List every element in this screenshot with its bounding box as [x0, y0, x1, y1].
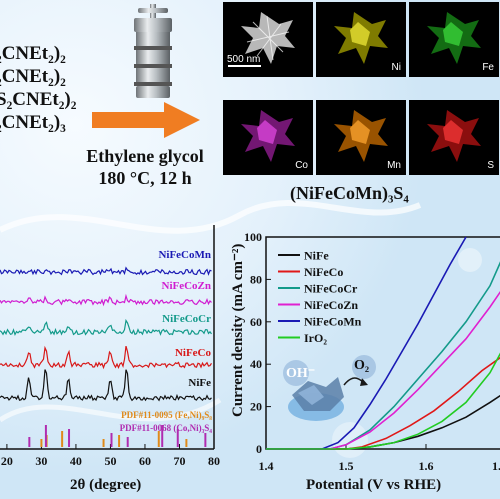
xrd-series-label-nifecocr: NiFeCoCr — [162, 313, 211, 325]
catalyst-inset — [283, 355, 376, 421]
lsv-plot-frame — [265, 236, 500, 450]
eds-panel-mn: Mn — [316, 100, 406, 175]
xrd-x-tick-label: 20 — [1, 454, 13, 465]
xrd-x-tick-label: 40 — [70, 454, 82, 465]
solvent-label: Ethylene glycol — [86, 146, 204, 166]
precursor-1: ₂CNEt₂)₂ — [0, 43, 66, 64]
lsv-curve-nifecocr — [266, 250, 500, 449]
lsv-x-tick-label: 1.4 — [259, 459, 274, 473]
precursor-3: S₂CNEt₂)₂ — [0, 89, 77, 110]
xrd-pattern-nifeco — [0, 345, 213, 370]
fe-map — [427, 12, 481, 64]
ni-map — [334, 12, 388, 64]
lsv-curve-nifecomn — [266, 237, 466, 449]
eds-panel-ni: Ni — [316, 2, 406, 77]
lsv-legend-label-nifecomn: NiFeCoMn — [304, 315, 362, 329]
xrd-pattern-nife — [0, 369, 212, 402]
lsv-y-tick-label: 40 — [250, 357, 262, 371]
xrd-x-tick-label: 70 — [173, 454, 185, 465]
xrd-series-label-nifeco: NiFeCo — [175, 347, 212, 359]
xrd-x-tick-label: 80 — [208, 454, 220, 465]
eds-panel-fe: Fe — [409, 2, 499, 77]
precursor-list: ₂CNEt₂)₂ ₂CNEt₂)₂ S₂CNEt₂)₂ ₂CNEt₂)₃ — [0, 42, 76, 134]
xrd-pattern-nifecomn — [0, 266, 212, 276]
eds-label-ni: Ni — [391, 62, 401, 73]
lsv-y-tick-label: 60 — [250, 315, 262, 329]
xrd-series-label-nifecozn: NiFeCoZn — [162, 280, 212, 292]
lsv-legend-label-nifecozn: NiFeCoZn — [304, 298, 358, 312]
eds-label-s: S — [487, 160, 494, 171]
lsv-x-axis-title: Potential (V vs RHE) — [306, 477, 442, 493]
eds-panel-sem: 500 nm — [223, 2, 313, 77]
scale-bar-label: 500 nm — [227, 54, 261, 65]
lsv-legend-label-nife: NiFe — [304, 249, 329, 263]
s-map — [427, 110, 481, 162]
lsv-x-tick-label: 1. — [492, 459, 500, 473]
lsv-y-tick-label: 80 — [250, 272, 262, 286]
lsv-chart: 0 20 40 60 80 100 1.4 1.5 1.6 1. NiFe NiFeCo NiFeCo… — [244, 230, 500, 473]
co-map — [241, 110, 295, 162]
xrd-series-label-nife: NiFe — [188, 377, 211, 389]
hydroxide-label: OH⁻ — [286, 366, 315, 381]
eds-panel-s: S — [409, 100, 499, 175]
lsv-y-axis-title: Current density (mA cm⁻²) — [230, 243, 246, 417]
lsv-legend-label-nifeco: NiFeCo — [304, 265, 343, 279]
lsv-curve-nifecozn — [266, 284, 500, 449]
xrd-x-axis-title: 2θ (degree) — [70, 477, 142, 493]
mn-map — [334, 110, 388, 162]
xrd-series-label-nifecomn: NiFeCoMn — [158, 249, 211, 261]
xrd-x-tick-label: 50 — [104, 454, 116, 465]
eds-panel-co: Co — [223, 100, 313, 175]
lsv-legend-label-iro: IrO₂ — [304, 331, 327, 345]
autoclave-icon — [134, 4, 172, 98]
lsv-legend-label-nifecocr: NiFeCoCr — [304, 282, 358, 296]
arrow-right-icon — [92, 102, 200, 138]
precursor-4: ₂CNEt₂)₃ — [0, 112, 66, 133]
oxygen-label: O₂ — [354, 358, 369, 373]
eds-label-mn: Mn — [387, 160, 401, 171]
sem-image — [228, 12, 295, 67]
eds-label-fe: Fe — [482, 62, 494, 73]
eds-label-co: Co — [295, 160, 308, 171]
lsv-y-tick-label: 20 — [250, 400, 262, 414]
xrd-pattern-nifecozn — [0, 293, 212, 307]
lsv-x-tick-label: 1.5 — [339, 459, 354, 473]
xrd-pattern-nifecocr — [0, 318, 212, 337]
reaction-conditions: Ethylene glycol 180 °C, 12 h — [70, 145, 220, 189]
xrd-chart: 20 30 40 50 60 70 80 PDF#11-0095 (Fe,Ni)₉S₈ PDF… — [0, 225, 220, 465]
xrd-reference-label-2: PDF#11-0068 (Co,Ni)₃S₄ — [120, 423, 213, 433]
temperature-time-label: 180 °C, 12 h — [98, 168, 192, 188]
xrd-x-tick-label: 30 — [35, 454, 47, 465]
precursor-2: ₂CNEt₂)₂ — [0, 66, 66, 87]
lsv-x-tick-label: 1.6 — [419, 459, 434, 473]
xrd-reference-label-1: PDF#11-0095 (Fe,Ni)₉S₈ — [121, 410, 212, 420]
product-formula: (NiFeCoMn)₃S₄ — [290, 183, 409, 203]
lsv-y-tick-label: 100 — [244, 230, 262, 244]
lsv-curve-iro — [266, 343, 500, 449]
xrd-x-tick-label: 60 — [139, 454, 151, 465]
lsv-y-tick-label: 0 — [256, 442, 262, 456]
